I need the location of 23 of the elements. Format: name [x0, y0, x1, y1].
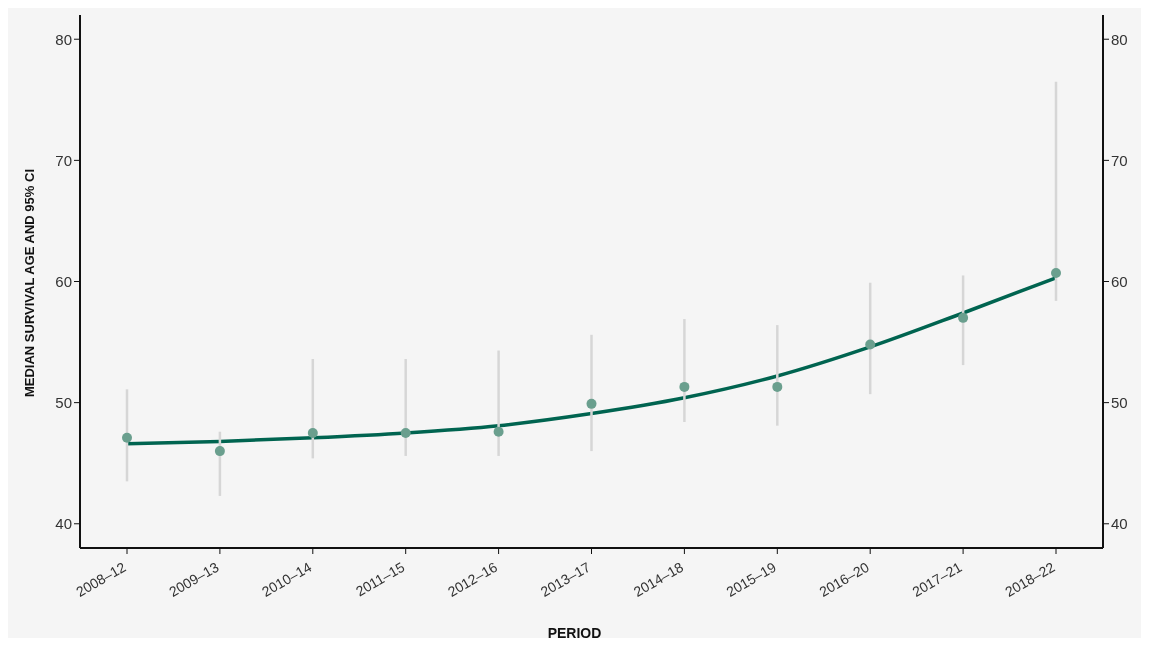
point — [1051, 268, 1061, 279]
point — [586, 398, 597, 409]
x-axis-title: PERIOD — [546, 625, 603, 641]
point — [307, 427, 318, 438]
y2-tick-label: 80 — [1111, 30, 1128, 48]
point — [493, 426, 504, 437]
point — [679, 381, 690, 392]
point — [400, 427, 411, 438]
y2-tick-label: 50 — [1111, 393, 1128, 411]
y-tick-label: 70 — [55, 151, 72, 169]
y-tick-label: 60 — [55, 272, 72, 290]
point — [214, 446, 225, 457]
y-tick-label: 50 — [55, 393, 72, 411]
y-tick-label: 40 — [55, 515, 72, 533]
point — [122, 432, 132, 443]
y2-tick-label: 40 — [1111, 515, 1128, 533]
y2-tick-label: 70 — [1111, 151, 1128, 169]
y2-tick-label: 60 — [1111, 272, 1128, 290]
point — [772, 381, 783, 392]
point — [865, 339, 876, 350]
point — [958, 312, 969, 323]
y-axis-title: MEDIAN SURVIVAL AGE AND 95% CI — [21, 168, 37, 398]
y-tick-label: 80 — [55, 30, 72, 48]
